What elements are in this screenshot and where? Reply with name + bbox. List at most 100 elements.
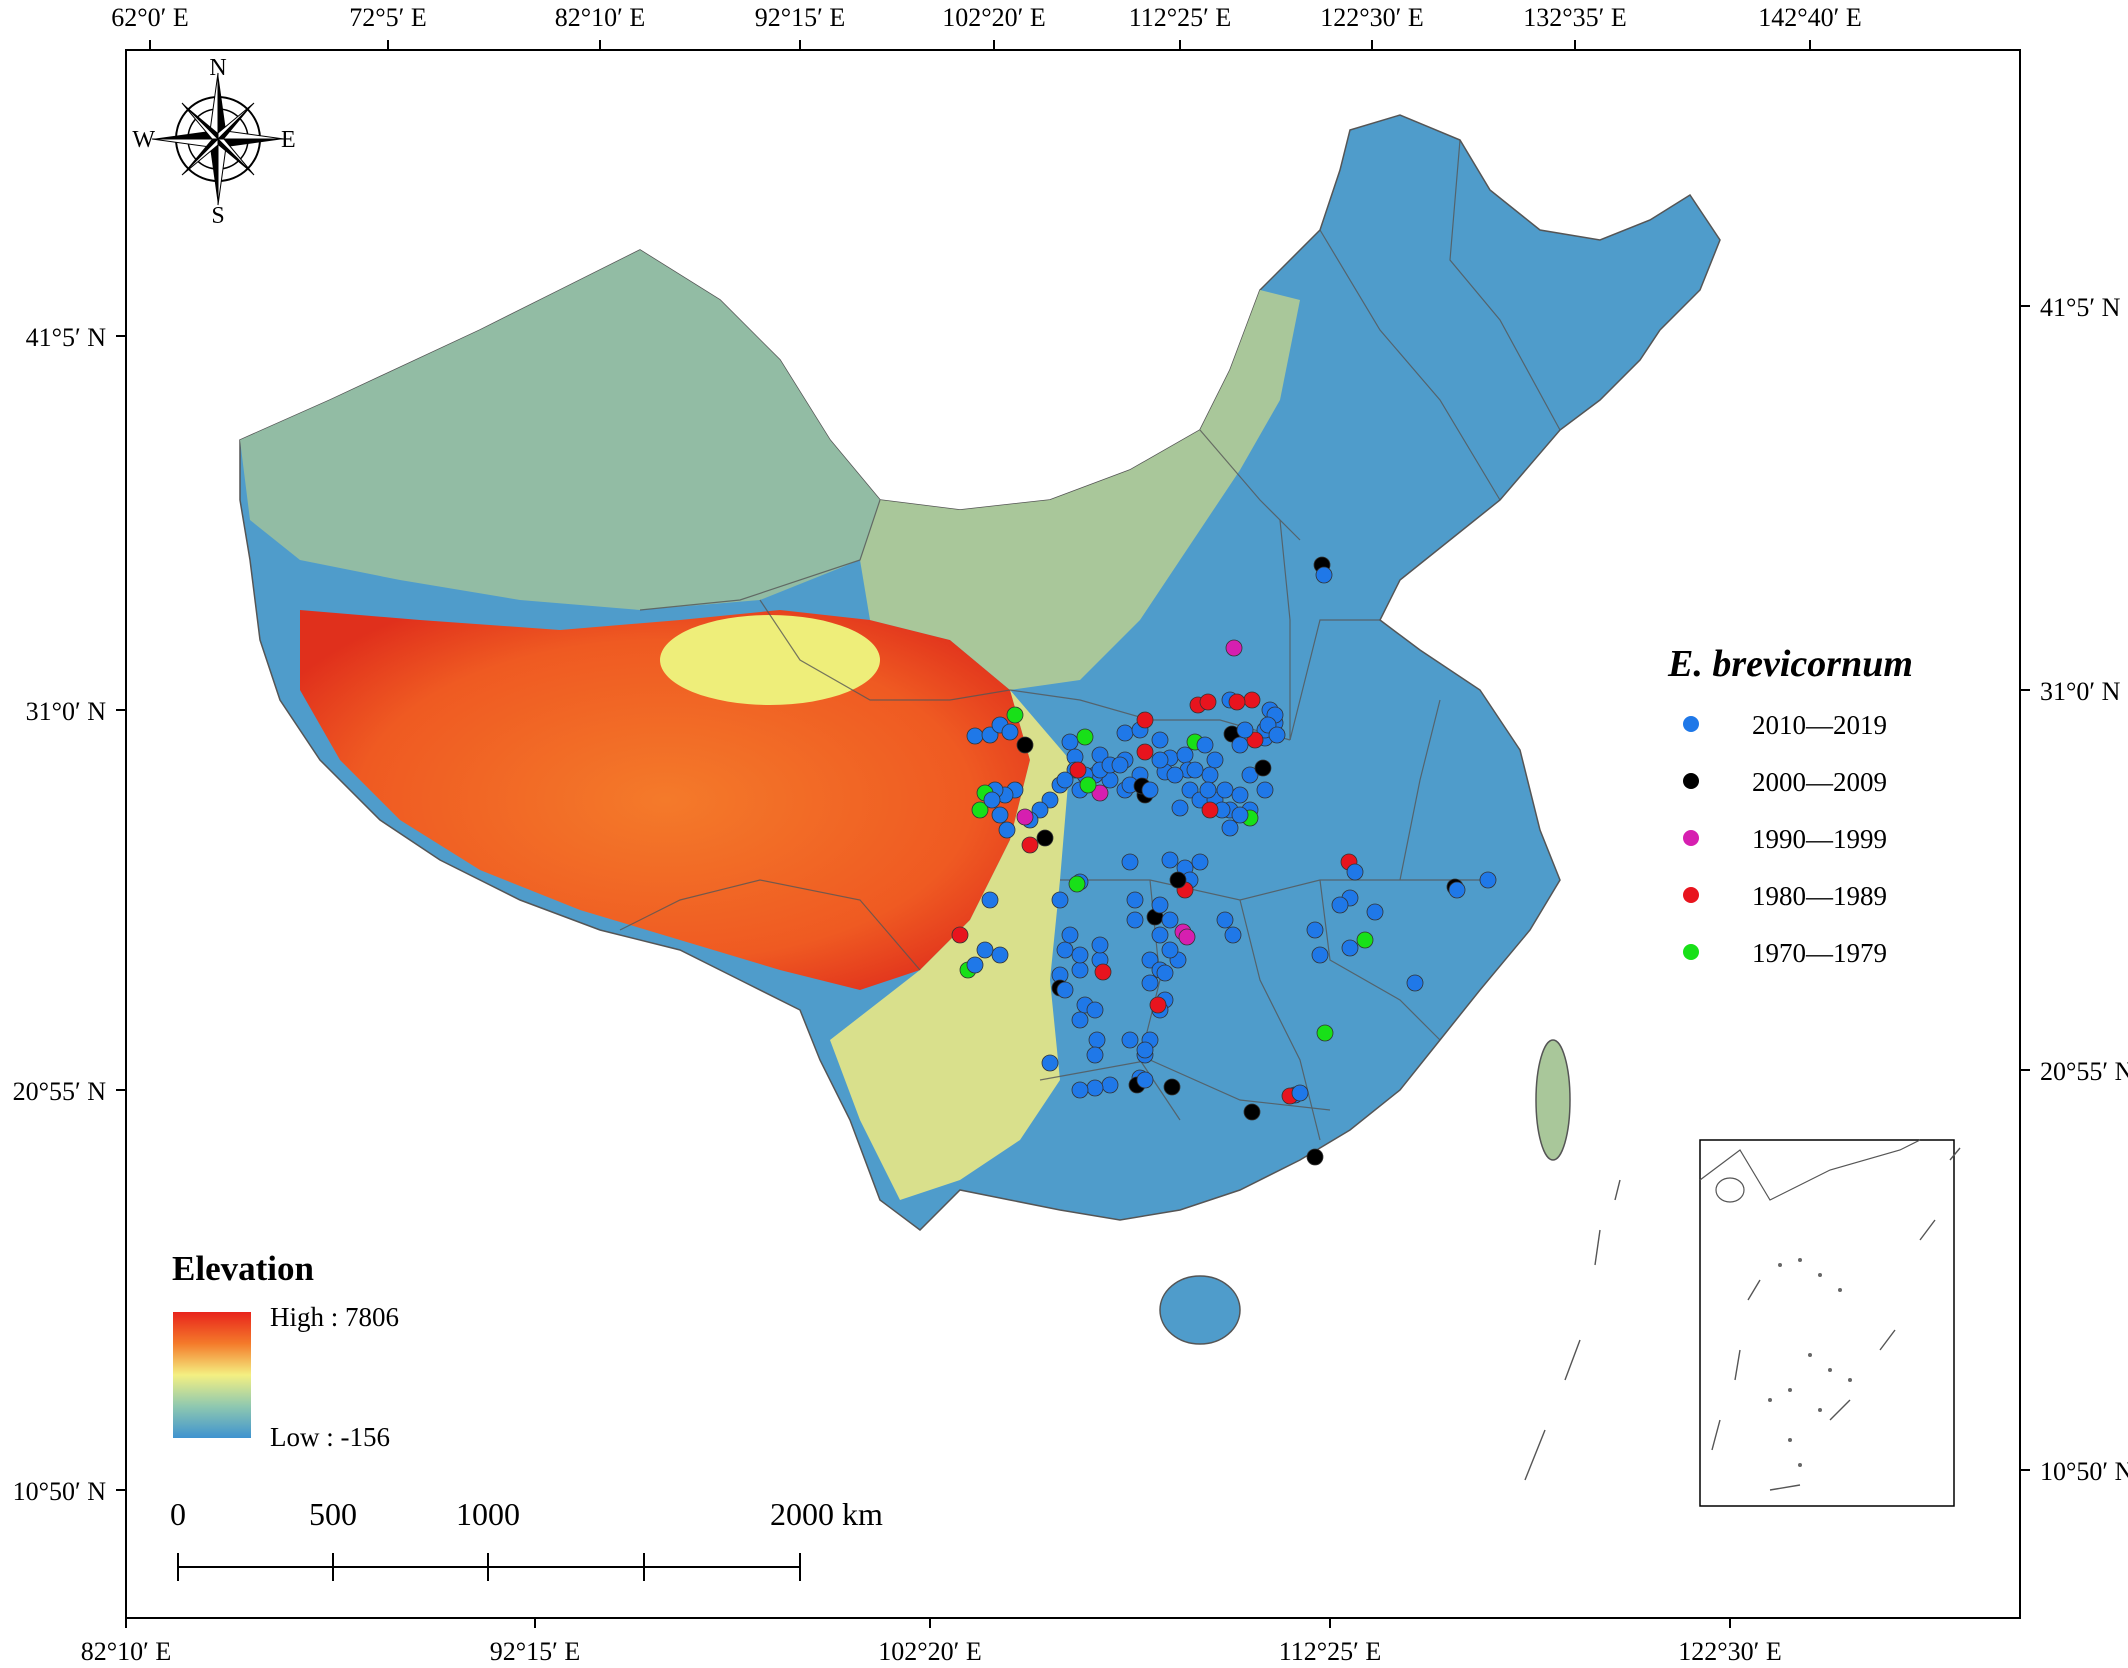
compass-e-label: E xyxy=(281,127,296,153)
occurrence-point xyxy=(1161,851,1179,869)
occurrence-point xyxy=(1176,746,1194,764)
occurrence-point xyxy=(1041,1054,1059,1072)
occurrence-point xyxy=(1346,863,1364,881)
occurrence-point xyxy=(1068,875,1086,893)
occurrence-point xyxy=(1069,761,1087,779)
occurrence-point xyxy=(981,726,999,744)
occurrence-point xyxy=(1006,706,1024,724)
bottom-lon-label-1: 92°15′ E xyxy=(490,1637,580,1666)
occurrence-point xyxy=(1166,766,1184,784)
legend-label-3: 1980—1989 xyxy=(1752,881,1887,911)
occurrence-point xyxy=(1151,926,1169,944)
occurrence-point xyxy=(1216,781,1234,799)
scale-label-1000: 1000 xyxy=(456,1496,520,1532)
top-lon-label-5: 112°25′ E xyxy=(1129,3,1232,32)
occurrence-point xyxy=(1479,871,1497,889)
occurrence-point xyxy=(1071,1081,1089,1099)
qaidam-basin xyxy=(660,615,880,705)
occurrence-point xyxy=(1186,761,1204,779)
occurrence-point xyxy=(1136,743,1154,761)
occurrence-point xyxy=(1151,896,1169,914)
occurrence-point xyxy=(1141,974,1159,992)
scale-bar: 0 500 1000 2000 km xyxy=(170,1496,883,1581)
elevation-legend: Elevation High : 7806 Low : -156 xyxy=(172,1249,399,1452)
occurrence-point xyxy=(1236,721,1254,739)
elevation-high-label: High : 7806 xyxy=(270,1302,399,1332)
species-legend-item-0: 2010—2019 xyxy=(1683,710,1887,740)
occurrence-point xyxy=(1071,961,1089,979)
occurrence-point xyxy=(1341,939,1359,957)
xinjiang-basin xyxy=(240,250,880,610)
scale-label-2000: 2000 km xyxy=(770,1496,883,1532)
top-lon-label-4: 102°20′ E xyxy=(942,3,1045,32)
top-lon-label-6: 122°30′ E xyxy=(1320,3,1423,32)
occurrence-point xyxy=(1056,771,1074,789)
occurrence-point xyxy=(1178,928,1196,946)
right-lat-label-3: 10°50′ N xyxy=(2040,1457,2128,1486)
right-lat-label-2: 20°55′ N xyxy=(2040,1057,2128,1086)
occurrence-point xyxy=(1051,891,1069,909)
top-lon-label-2: 82°10′ E xyxy=(555,3,645,32)
occurrence-point xyxy=(1161,911,1179,929)
species-legend-title: E. brevicornum xyxy=(1667,643,1913,685)
occurrence-point xyxy=(1246,731,1264,749)
occurrence-point xyxy=(1088,1031,1106,1049)
bottom-lon-label-3: 112°25′ E xyxy=(1279,1637,1382,1666)
occurrence-point xyxy=(1116,724,1134,742)
occurrence-point xyxy=(1243,691,1261,709)
occurrence-point xyxy=(1061,733,1079,751)
occurrence-point xyxy=(1126,891,1144,909)
occurrence-point xyxy=(1231,786,1249,804)
occurrence-point xyxy=(1091,936,1109,954)
occurrence-point xyxy=(1071,1011,1089,1029)
left-lat-label-0: 41°5′ N xyxy=(26,323,107,352)
right-lat-label-1: 31°0′ N xyxy=(2040,677,2121,706)
occurrence-point xyxy=(1311,946,1329,964)
occurrence-point xyxy=(1036,829,1054,847)
top-lon-label-1: 72°5′ E xyxy=(349,3,426,32)
occurrence-point xyxy=(1196,736,1214,754)
legend-marker-1 xyxy=(1683,773,1699,789)
occurrence-point xyxy=(1151,731,1169,749)
legend-marker-0 xyxy=(1683,716,1699,732)
legend-label-1: 2000—2009 xyxy=(1752,767,1887,797)
occurrence-point xyxy=(998,821,1016,839)
occurrence-point xyxy=(1094,963,1112,981)
right-lat-label-0: 41°5′ N xyxy=(2040,293,2121,322)
occurrence-point xyxy=(1016,736,1034,754)
top-lon-label-3: 92°15′ E xyxy=(755,3,845,32)
species-legend-item-2: 1990—1999 xyxy=(1683,824,1887,854)
species-legend-item-4: 1970—1979 xyxy=(1683,938,1887,968)
legend-label-0: 2010—2019 xyxy=(1752,710,1887,740)
province-boundaries xyxy=(619,139,1561,1141)
occurrence-point xyxy=(1231,806,1249,824)
occurrence-point xyxy=(1136,1071,1154,1089)
occurrence-point xyxy=(1315,566,1333,584)
occurrence-point xyxy=(976,941,994,959)
occurrence-point xyxy=(1206,751,1224,769)
occurrence-point xyxy=(1079,776,1097,794)
transition-zone xyxy=(830,690,1070,1200)
occurrence-point xyxy=(1121,1031,1139,1049)
hainan-island xyxy=(1159,1275,1241,1345)
scale-label-500: 500 xyxy=(309,1496,357,1532)
elevation-legend-title: Elevation xyxy=(172,1249,314,1288)
occurrence-point xyxy=(1201,766,1219,784)
occurrence-point xyxy=(1191,853,1209,871)
occurrence-point xyxy=(1331,896,1349,914)
occurrence-point xyxy=(1231,736,1249,754)
occurrence-point xyxy=(1136,711,1154,729)
occurrence-point xyxy=(1243,1103,1261,1121)
occurrence-point xyxy=(1016,808,1034,826)
occurrence-point xyxy=(1448,881,1466,899)
occurrence-point xyxy=(951,926,969,944)
compass-n-label: N xyxy=(209,55,226,81)
left-lat-label-3: 10°50′ N xyxy=(13,1477,107,1506)
occurrence-point xyxy=(1126,911,1144,929)
legend-marker-2 xyxy=(1683,830,1699,846)
left-lat-label-1: 31°0′ N xyxy=(26,697,107,726)
occurrence-point xyxy=(1061,926,1079,944)
legend-marker-3 xyxy=(1683,887,1699,903)
legend-label-4: 1970—1979 xyxy=(1752,938,1887,968)
